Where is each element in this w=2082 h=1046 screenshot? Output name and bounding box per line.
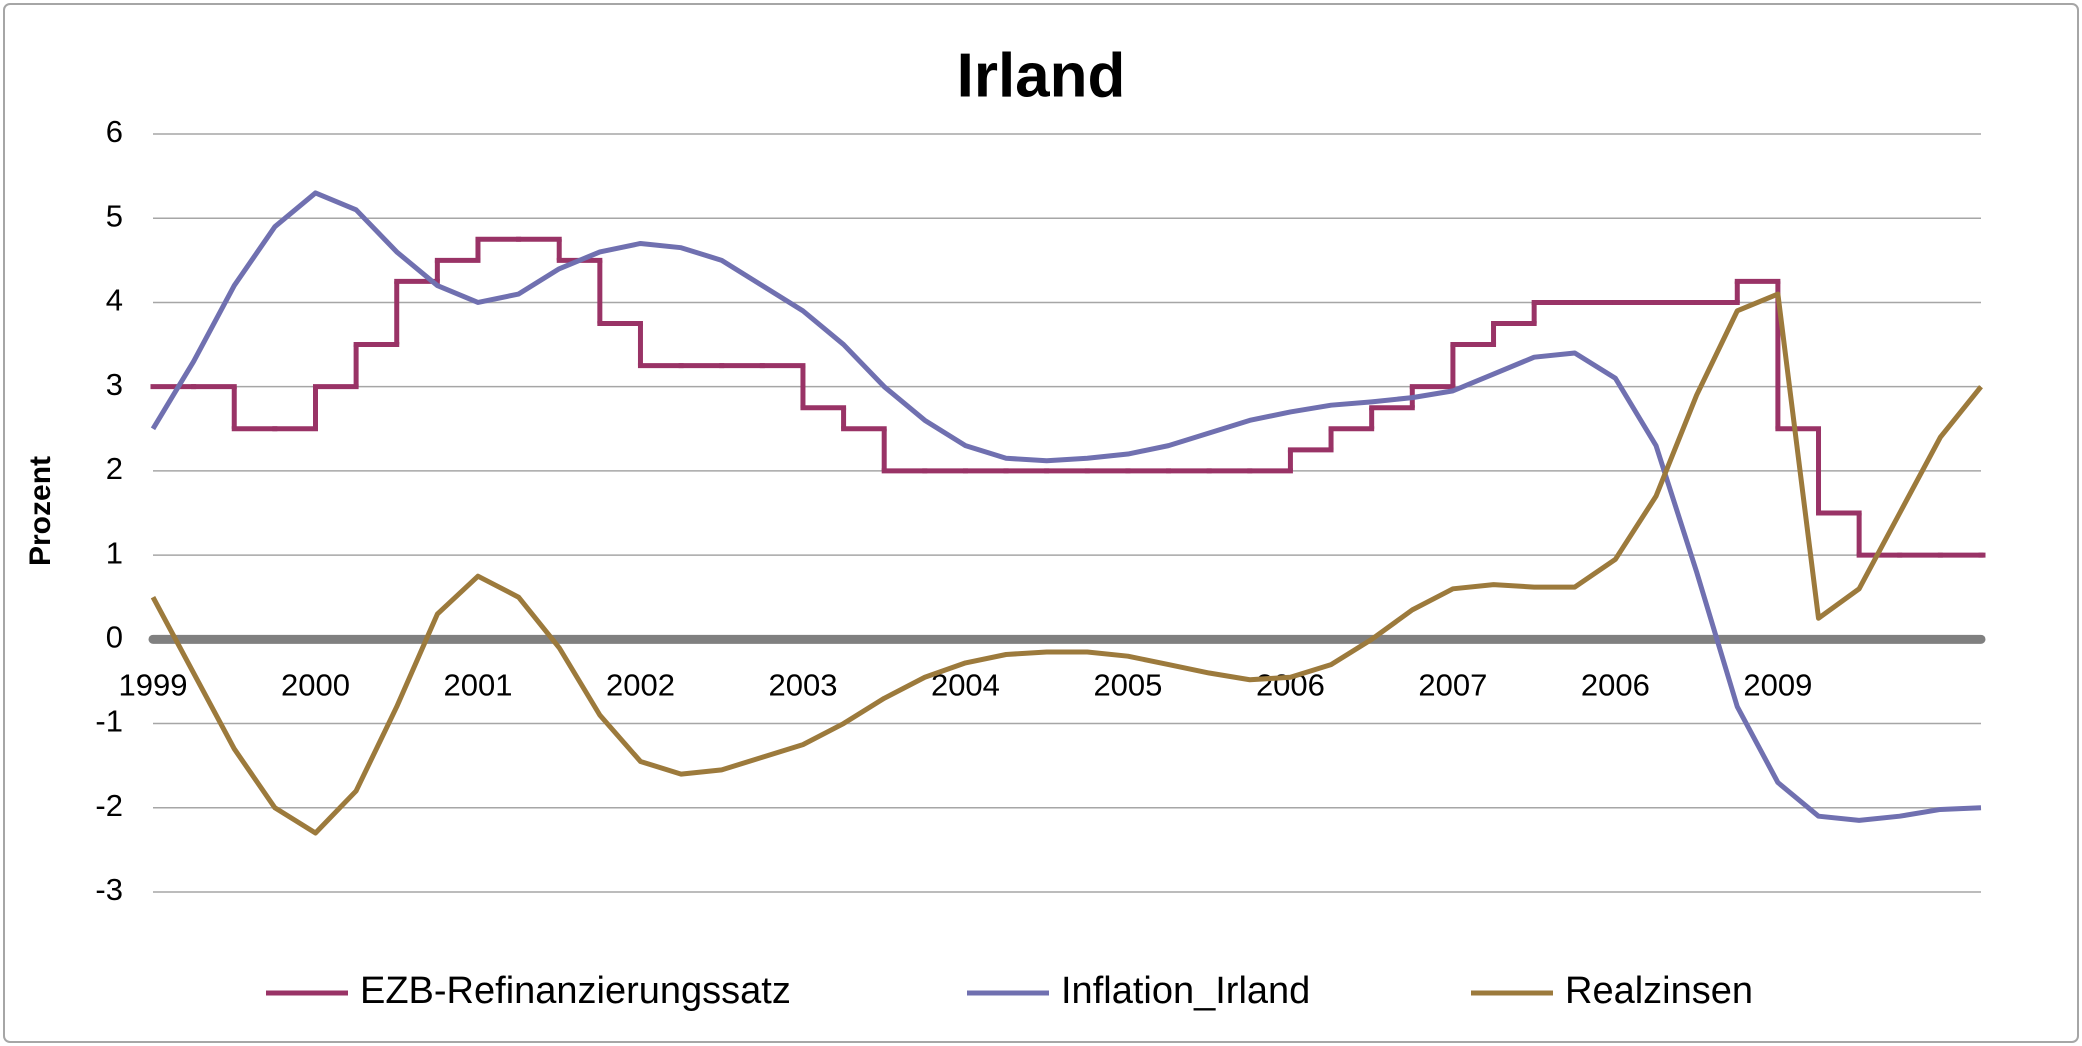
- y-tick-label: -1: [95, 704, 123, 739]
- x-tick-label: 2007: [1418, 668, 1487, 703]
- series-line: [150, 291, 1983, 836]
- y-tick-label: 1: [106, 535, 123, 570]
- x-tick-label: 1999: [119, 668, 188, 703]
- y-tick-label: -3: [95, 872, 123, 907]
- x-tick-label: 2000: [281, 668, 350, 703]
- y-tick-label: -2: [95, 788, 123, 823]
- x-tick-label: 2006: [1256, 668, 1325, 703]
- x-tick-label: 2001: [443, 668, 512, 703]
- series-line: [150, 190, 1982, 823]
- y-axis-label: Prozent: [24, 456, 57, 566]
- y-tick-label: 4: [106, 283, 123, 318]
- y-tick-label: 2: [106, 451, 123, 486]
- x-tick-label: 2003: [768, 668, 837, 703]
- chart-border: [3, 3, 2079, 1043]
- y-tick-label: 3: [106, 367, 123, 402]
- x-tick-label: 2002: [606, 668, 675, 703]
- x-tick-label: 2009: [1743, 668, 1812, 703]
- x-tick-label: 2005: [1093, 668, 1162, 703]
- y-tick-label: 0: [106, 620, 123, 655]
- x-tick-label: 2006: [1581, 668, 1650, 703]
- y-tick-label: 6: [106, 114, 123, 149]
- chart-title: Irland: [957, 41, 1126, 110]
- legend-label: Realzinsen: [1565, 970, 1753, 1012]
- y-tick-label: 5: [106, 198, 123, 233]
- legend-label: EZB-Refinanzierungssatz: [360, 970, 791, 1012]
- legend-label: Inflation_Irland: [1061, 970, 1310, 1012]
